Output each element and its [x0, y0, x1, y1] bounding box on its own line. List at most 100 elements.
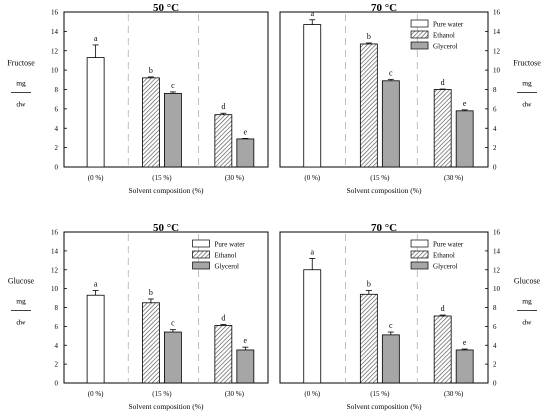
significance-letter: d — [221, 313, 225, 322]
y-axis-label-unit: mg — [16, 79, 26, 88]
y-tick-label: 4 — [55, 125, 59, 133]
y-tick-label: 14 — [493, 28, 501, 36]
chart-panel-1: 50 °C 0 2 4 6 8 10 12 14 16 (0 %) (15 %) (30 %) Solve… — [7, 2, 269, 195]
x-tick-label: (0 %) — [304, 174, 320, 182]
significance-letter: e — [463, 338, 467, 347]
y-tick-label: 8 — [55, 86, 59, 94]
x-tick-label: (15 %) — [152, 390, 172, 398]
bar-ethanol — [433, 315, 452, 384]
y-tick-label: 10 — [51, 67, 59, 75]
legend-label: Pure water — [215, 241, 246, 249]
bar-glycerol — [236, 349, 255, 384]
y-tick-label: 4 — [55, 342, 59, 350]
significance-letter: d — [221, 102, 225, 111]
y-tick-label: 0 — [493, 164, 497, 172]
x-tick-label: (15 %) — [370, 390, 390, 398]
legend-label: Ethanol — [433, 32, 455, 40]
significance-letter: a — [310, 247, 314, 256]
chart-title: 50 °C — [153, 2, 179, 14]
y-tick-label: 8 — [493, 304, 497, 312]
bar-ethanol — [359, 43, 378, 168]
y-axis-label-denominator: dw — [16, 318, 26, 327]
x-axis-label: Solvent composition (%) — [129, 402, 204, 411]
y-tick-label: 4 — [493, 342, 497, 350]
y-tick-label: 6 — [493, 323, 497, 331]
y-tick-label: 2 — [55, 361, 59, 369]
legend-label: Ethanol — [433, 252, 455, 260]
legend-swatch-pure-water — [410, 239, 429, 248]
significance-letter: d — [441, 78, 445, 87]
y-tick-label: 2 — [493, 144, 497, 152]
bar-glycerol — [236, 138, 255, 168]
legend-label: Pure water — [433, 241, 464, 249]
chart-title: 50 °C — [153, 222, 179, 234]
x-tick-label: (0 %) — [304, 390, 320, 398]
significance-letter: a — [94, 280, 98, 289]
significance-letter: b — [149, 66, 153, 75]
y-tick-label: 8 — [493, 86, 497, 94]
significance-letter: e — [244, 336, 248, 345]
bar-pure-water — [86, 57, 105, 168]
significance-letter: b — [367, 32, 371, 41]
legend: Pure water Ethanol Glycerol — [192, 239, 246, 271]
significance-letter: a — [310, 9, 314, 18]
significance-letter: d — [441, 304, 445, 313]
bar-glycerol — [164, 92, 182, 168]
y-axis-label-unit: mg — [522, 79, 532, 88]
bar-pure-water — [86, 294, 105, 384]
significance-letter: b — [367, 280, 371, 289]
bar-ethanol — [433, 89, 452, 168]
legend-swatch-glycerol — [192, 261, 210, 270]
significance-letter: b — [149, 288, 153, 297]
x-tick-label: (30 %) — [225, 390, 245, 398]
y-tick-label: 6 — [55, 105, 59, 113]
y-tick-label: 4 — [493, 125, 497, 133]
x-tick-label: (0 %) — [88, 174, 104, 182]
chart-panel-3: 50 °C 0 2 4 6 8 10 12 14 16 (0 %) (15 %) (30 %) Solve… — [8, 222, 269, 411]
legend-label: Glycerol — [433, 43, 458, 51]
significance-letter: a — [94, 34, 98, 43]
legend-label: Glycerol — [215, 263, 240, 271]
y-tick-label: 2 — [493, 361, 497, 369]
y-axis-label-name: Fructose — [513, 59, 541, 68]
y-tick-label: 16 — [51, 9, 59, 17]
legend-label: Pure water — [433, 21, 464, 29]
y-axis-label-name: Fructose — [7, 59, 35, 68]
legend-swatch-pure-water — [410, 19, 429, 28]
y-axis-label-name: Glucose — [514, 277, 541, 286]
y-axis-label-unit: mg — [522, 297, 532, 306]
y-tick-label: 0 — [55, 380, 59, 388]
y-axis-label-unit: mg — [16, 297, 26, 306]
legend-label: Ethanol — [215, 252, 237, 260]
bar-glycerol — [164, 331, 182, 384]
bar-glycerol — [455, 349, 474, 384]
bar-ethanol — [214, 325, 233, 384]
x-tick-label: (0 %) — [88, 390, 104, 398]
bar-glycerol — [381, 334, 400, 384]
chart-panel-4: 70 °C 0 2 4 6 8 10 12 14 16 (0 %) (15 %) (30 %) Solve… — [279, 222, 541, 411]
y-tick-label: 12 — [51, 47, 59, 55]
bar-pure-water — [303, 269, 322, 384]
bar-ethanol — [142, 302, 160, 384]
legend-swatch-glycerol — [410, 261, 429, 270]
bar-ethanol — [142, 77, 160, 168]
y-axis-label-denominator: dw — [16, 100, 26, 109]
x-axis-label: Solvent composition (%) — [347, 186, 422, 195]
significance-letter: c — [171, 81, 175, 90]
significance-letter: c — [171, 319, 175, 328]
legend-swatch-ethanol — [192, 250, 210, 259]
y-tick-label: 14 — [51, 247, 59, 255]
legend: Pure water Ethanol Glycerol — [410, 239, 464, 271]
legend-swatch-ethanol — [410, 250, 429, 259]
bar-glycerol — [381, 80, 400, 168]
y-tick-label: 2 — [55, 144, 59, 152]
y-axis-label-name: Glucose — [8, 277, 35, 286]
significance-letter: e — [463, 99, 467, 108]
x-tick-label: (30 %) — [444, 174, 464, 182]
y-tick-label: 8 — [55, 304, 59, 312]
x-tick-label: (30 %) — [225, 174, 245, 182]
x-tick-label: (15 %) — [152, 174, 172, 182]
y-tick-label: 12 — [51, 266, 59, 274]
chart-panel-2: 70 °C 0 2 4 6 8 10 12 14 16 (0 %) (15 %) (30 %) Solve… — [279, 2, 541, 195]
